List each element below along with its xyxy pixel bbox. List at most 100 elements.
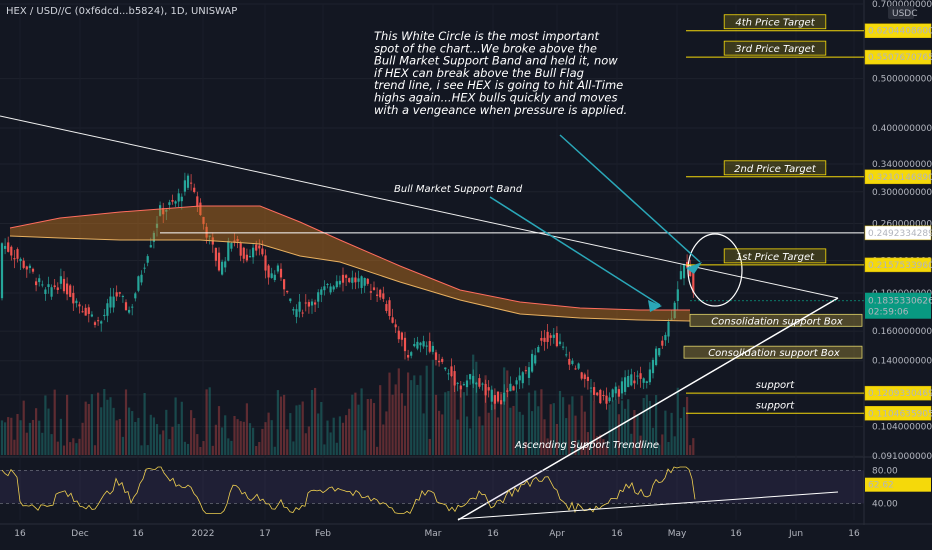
candle-body [196, 196, 199, 207]
candle-body [410, 352, 413, 356]
candle-body [447, 373, 450, 375]
volume-bar [568, 404, 571, 455]
annotation-line: Bull Market Support Band and held it, no… [374, 54, 618, 68]
consolidation-support-box-label: Consolidation support Box [711, 316, 843, 327]
candle-body [53, 285, 56, 288]
bar-countdown: 02:59:06 [868, 308, 909, 318]
x-tick-label: Mar [425, 529, 442, 539]
volume-bar [403, 405, 407, 455]
volume-bar [100, 407, 103, 455]
volume-bar [394, 384, 397, 455]
candle-body [475, 382, 478, 385]
price-level-label: support [756, 380, 795, 391]
volume-bar [143, 392, 146, 455]
y-tick-label: 0.5000000000 [872, 75, 932, 85]
x-tick-label: 16 [132, 529, 144, 539]
candle-body [320, 289, 323, 295]
volume-bar [345, 415, 348, 455]
candle-body [332, 286, 335, 290]
volume-bar [252, 427, 255, 455]
volume-bar [534, 390, 537, 455]
y-tick-label: 0.2600000000 [872, 220, 932, 230]
candle-body [546, 331, 549, 342]
candle-body [69, 285, 72, 297]
volume-bar [679, 418, 682, 455]
candle-body [469, 374, 472, 380]
consolidation-support-box [689, 313, 863, 327]
candle-body [78, 304, 81, 307]
volume-bar [676, 387, 679, 455]
candle-body [453, 371, 456, 386]
band-upper-line [9, 205, 690, 311]
candle-body [214, 247, 217, 261]
volume-bar [224, 415, 227, 455]
volume-bar [351, 394, 354, 455]
candle-body [106, 303, 109, 316]
volume-bar [236, 419, 239, 455]
consolidation-support-box [683, 345, 863, 359]
candle-body [608, 397, 611, 402]
volume-bar [31, 419, 35, 455]
candle-body [512, 386, 515, 391]
candle-body [658, 348, 661, 356]
y-tick-label: 0.3400000000 [872, 160, 932, 170]
candle-body [143, 267, 146, 269]
volume-bar [639, 435, 642, 455]
volume-bar [369, 398, 372, 455]
candle-body [388, 300, 391, 316]
candle-body [369, 291, 372, 293]
volume-bar [431, 359, 434, 455]
candle-body [155, 223, 159, 228]
volume-bar [382, 424, 385, 455]
price-level-value: 0.2492334289 [868, 229, 932, 239]
volume-bar [47, 408, 50, 455]
x-tick-label: 16 [848, 529, 860, 539]
candle-body [115, 292, 118, 297]
price-level-label: 2nd Price Target [734, 164, 817, 175]
volume-bar [264, 422, 267, 455]
currency-badge [888, 6, 914, 19]
volume-bar [273, 446, 276, 455]
candle-body [183, 180, 186, 192]
candle-body [276, 265, 279, 272]
volume-bar [459, 388, 462, 455]
volume-bar [391, 394, 394, 455]
volume-bar [667, 442, 670, 455]
candle-body [425, 345, 428, 347]
candle-body [165, 209, 168, 212]
candle-body [450, 366, 453, 377]
price-level-value: 0.5507670765 [868, 53, 932, 63]
candle-body [624, 377, 627, 392]
volume-bar [193, 418, 196, 455]
candle-body [245, 254, 248, 261]
arrow-head [648, 300, 662, 312]
volume-bar [183, 441, 186, 455]
candle-body [168, 202, 171, 205]
volume-bar [109, 397, 112, 455]
volume-bar [53, 389, 56, 455]
volume-bar [509, 407, 512, 455]
volume-bar [543, 419, 546, 455]
volume-bar [286, 429, 289, 455]
candle-body [59, 276, 62, 284]
volume-bar [456, 419, 459, 455]
volume-bar [44, 395, 47, 455]
volume-bars [0, 354, 695, 455]
candle-body [140, 274, 143, 283]
candle-body [326, 283, 329, 285]
candle-body [639, 373, 642, 379]
candle-body [614, 386, 617, 394]
volume-bar [19, 420, 22, 455]
volume-bar [310, 390, 314, 455]
candle-body [267, 265, 270, 278]
rsi-value-badge [865, 477, 931, 492]
volume-bar [292, 441, 295, 455]
annotation-arrow [489, 196, 661, 306]
candle-body [44, 289, 47, 294]
y-tick-label: 0.7000000000 [872, 0, 932, 10]
volume-bar [472, 354, 475, 455]
volume-bar [186, 443, 190, 455]
candle-body [255, 244, 258, 251]
candle-body [354, 277, 357, 283]
